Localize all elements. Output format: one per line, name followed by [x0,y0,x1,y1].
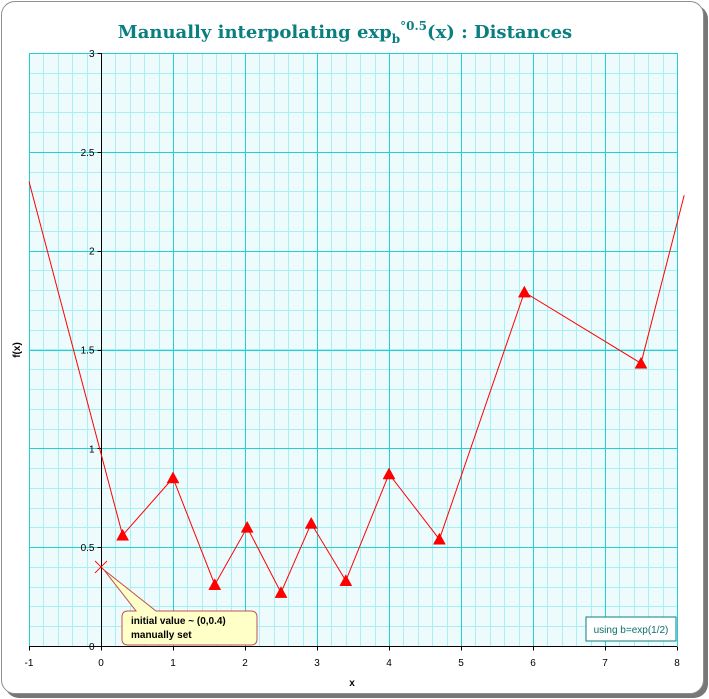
callout-bubble [103,569,258,646]
x-tick-label: 0 [98,658,104,669]
y-tick-label: 1 [89,444,95,455]
y-tick-label: 0 [89,642,95,653]
y-tick-label: 2.5 [81,148,95,159]
data-point-marker [240,520,254,533]
parameter-note-text: using b=exp(1/2) [594,625,669,636]
callout-line-1: initial value ~ (0,0.4) [131,616,226,627]
chart-title-rest: (x) : Distances [427,22,572,43]
x-tick-label: 8 [674,658,680,669]
initial-value-callout: initial value ~ (0,0.4) manually set [103,569,258,646]
x-tick-label: 6 [530,658,536,669]
data-point-marker [634,356,648,369]
y-tick-label: 3 [89,49,95,60]
data-point-marker [304,516,318,529]
data-point-marker [166,471,180,484]
x-tick-label: 5 [458,658,464,669]
y-tick-label: 0.5 [81,543,95,554]
chart-title-main: Manually interpolating exp [118,22,392,43]
tick-marks [29,53,678,651]
data-point-marker [432,532,446,545]
y-tick-label: 2 [89,247,95,258]
x-tick-label: 1 [170,658,176,669]
x-tick-label: 3 [314,658,320,669]
data-point-marker [517,285,531,298]
y-tick-label: 1.5 [81,346,95,357]
callout-line-2: manually set [131,630,192,641]
initial-point-marker [94,560,108,574]
x-tick-label: 2 [242,658,248,669]
x-tick-label: -1 [25,658,34,669]
chart-title-superscript: °0.5 [400,19,427,33]
data-point-marker [339,574,353,587]
plot-area: -1 0 1 2 3 4 5 6 7 8 0 0.5 1 1.5 2 2.5 3 [25,49,685,669]
data-point-marker [274,586,288,598]
x-axis-title: x [349,678,355,689]
chart-title-subscript: b [392,32,400,46]
parameter-note: using b=exp(1/2) [585,616,677,642]
data-point-marker [382,467,396,480]
y-axis-title: f(x) [12,342,23,358]
x-tick-label: 4 [386,658,392,669]
chart-title: Manually interpolating expb°0.5(x) : Dis… [118,19,572,46]
parameter-note-box [585,616,677,642]
data-point-marker [208,578,222,590]
data-point-marker [116,528,130,541]
x-tick-label: 7 [602,658,608,669]
